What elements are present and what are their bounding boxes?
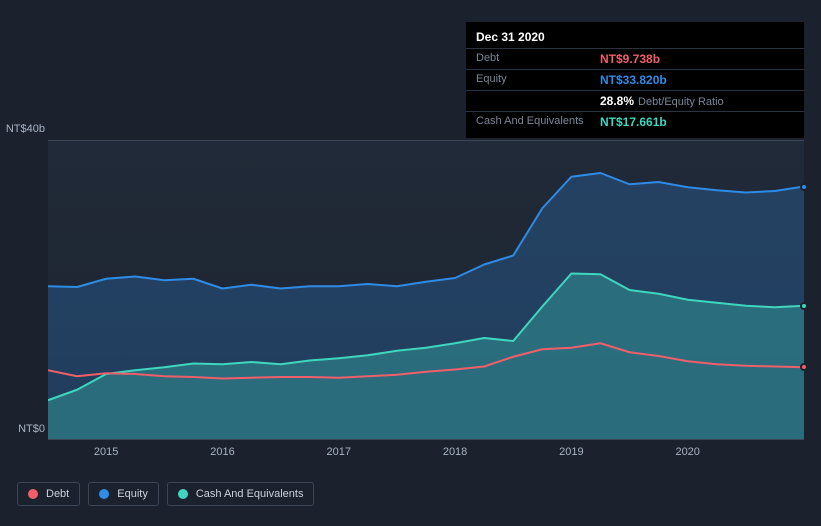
- tooltip-row: Cash And EquivalentsNT$17.661b: [466, 112, 804, 132]
- financial-chart: Dec 31 2020 DebtNT$9.738bEquityNT$33.820…: [0, 0, 821, 526]
- legend-swatch: [99, 489, 109, 499]
- tooltip-box: Dec 31 2020 DebtNT$9.738bEquityNT$33.820…: [466, 22, 804, 138]
- legend-item-cash[interactable]: Cash And Equivalents: [167, 482, 315, 506]
- tooltip-row: EquityNT$33.820b: [466, 70, 804, 91]
- legend-label: Equity: [117, 488, 148, 500]
- legend: Debt Equity Cash And Equivalents: [17, 482, 314, 506]
- end-marker-equity: [800, 183, 808, 191]
- x-tick: 2018: [443, 446, 467, 458]
- x-tick: 2015: [94, 446, 118, 458]
- y-tick-bottom: NT$0: [18, 423, 45, 435]
- tooltip-label: Equity: [476, 73, 600, 87]
- tooltip-label: [476, 94, 600, 108]
- x-tick: 2020: [675, 446, 699, 458]
- legend-swatch: [28, 489, 38, 499]
- x-tick: 2016: [210, 446, 234, 458]
- tooltip-value: 28.8%Debt/Equity Ratio: [600, 94, 724, 108]
- tooltip-suffix: Debt/Equity Ratio: [638, 96, 724, 108]
- end-marker-cash: [800, 302, 808, 310]
- x-tick: 2017: [327, 446, 351, 458]
- plot-area[interactable]: [48, 140, 804, 440]
- legend-swatch: [178, 489, 188, 499]
- chart-svg: [48, 140, 804, 440]
- tooltip-row: DebtNT$9.738b: [466, 49, 804, 70]
- legend-item-equity[interactable]: Equity: [88, 482, 159, 506]
- tooltip-value: NT$9.738b: [600, 52, 660, 66]
- x-axis: 2015 2016 2017 2018 2019 2020: [48, 446, 804, 466]
- legend-item-debt[interactable]: Debt: [17, 482, 80, 506]
- tooltip-date: Dec 31 2020: [466, 28, 804, 49]
- tooltip-value: NT$17.661b: [600, 115, 667, 129]
- legend-label: Cash And Equivalents: [196, 488, 304, 500]
- tooltip-row: 28.8%Debt/Equity Ratio: [466, 91, 804, 112]
- x-tick: 2019: [559, 446, 583, 458]
- tooltip-label: Debt: [476, 52, 600, 66]
- legend-label: Debt: [46, 488, 69, 500]
- tooltip-value: NT$33.820b: [600, 73, 667, 87]
- tooltip-label: Cash And Equivalents: [476, 115, 600, 129]
- end-marker-debt: [800, 363, 808, 371]
- y-tick-top: NT$40b: [6, 123, 45, 135]
